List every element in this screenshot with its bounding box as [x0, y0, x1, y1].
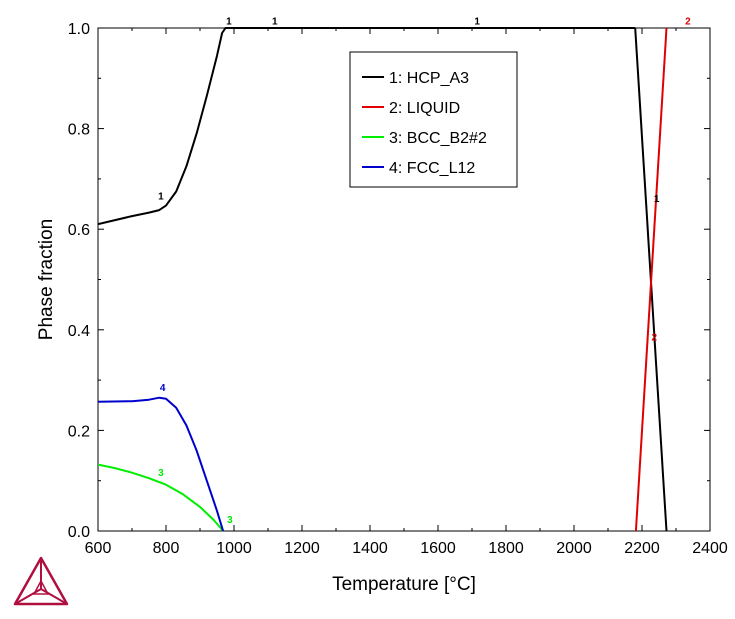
curve-label: 1 — [474, 16, 480, 27]
x-tick-label: 1000 — [216, 540, 252, 557]
x-tick-label: 2400 — [692, 540, 728, 557]
curve-label: 1 — [654, 194, 660, 205]
curve-label: 2 — [651, 332, 657, 343]
y-tick-label: 1.0 — [68, 21, 90, 38]
x-tick-label: 1200 — [284, 540, 320, 557]
legend-entry-3: 3: BCC_B2#2 — [389, 130, 487, 147]
x-tick-label: 2000 — [556, 540, 592, 557]
y-tick-label: 0.6 — [68, 222, 90, 239]
x-tick-label: 800 — [153, 540, 180, 557]
legend-entry-1: 1: HCP_A3 — [389, 70, 469, 87]
y-tick-label: 0.2 — [68, 423, 90, 440]
series-line-4 — [98, 396, 225, 532]
legend: 1: HCP_A3 2: LIQUID 3: BCC_B2#2 4: FCC_L12 — [349, 51, 518, 188]
x-tick-label: 1800 — [488, 540, 524, 557]
legend-entry-2: 2: LIQUID — [389, 100, 460, 117]
x-tick-label: 600 — [85, 540, 112, 557]
curve-label: 3 — [227, 515, 233, 526]
curve-label: 1 — [226, 16, 232, 27]
x-tick-label: 1400 — [352, 540, 388, 557]
series-line-1 — [98, 27, 231, 226]
x-tick-label: 2200 — [624, 540, 660, 557]
logo-spokes — [14, 558, 68, 605]
logo-triangle — [13, 556, 69, 606]
x-tick-label: 1600 — [420, 540, 456, 557]
curve-label: 2 — [685, 16, 691, 27]
y-axis-title: Phase fraction — [36, 219, 57, 340]
y-axis: 0.0 0.2 0.4 0.6 0.8 1.0 — [68, 21, 710, 541]
curve-labels: 1 1 1 2 1 1 2 4 3 3 — [158, 16, 691, 525]
curve-label: 3 — [158, 468, 164, 479]
curve-label: 1 — [272, 16, 278, 27]
series-line-2 — [634, 27, 668, 532]
x-axis: 600 800 1000 1200 1400 1600 1800 2000 2200 2400 — [85, 28, 728, 557]
logo-inner — [32, 579, 50, 595]
curve-label: 1 — [158, 192, 164, 203]
curve-label: 4 — [160, 383, 166, 394]
x-axis-title: Temperature [°C] — [332, 574, 476, 595]
y-tick-label: 0.4 — [68, 323, 90, 340]
series-layer — [98, 27, 668, 532]
y-tick-label: 0.8 — [68, 122, 90, 139]
y-tick-label: 0.0 — [68, 524, 90, 541]
thermo-calc-logo — [13, 556, 69, 606]
legend-box — [349, 51, 518, 188]
series-line-3 — [98, 463, 224, 532]
legend-entry-4: 4: FCC_L12 — [389, 160, 475, 177]
